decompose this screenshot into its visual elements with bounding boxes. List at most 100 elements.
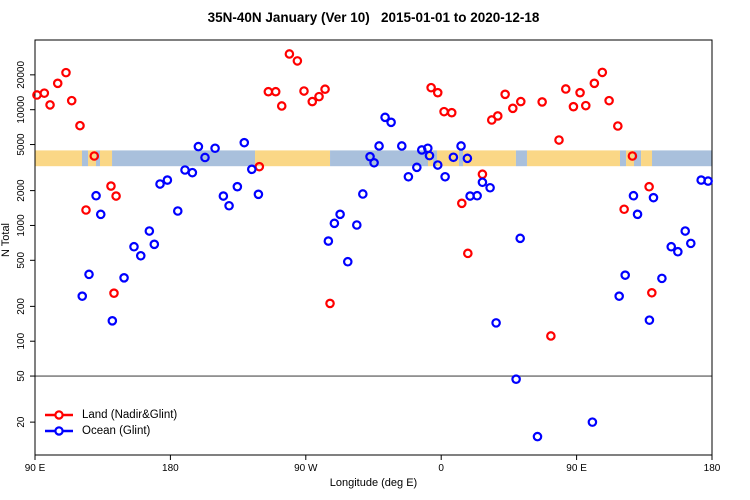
ocean-point	[532, 431, 543, 442]
land-point	[568, 101, 579, 112]
y-tick-label: 200	[16, 298, 27, 315]
ocean-point	[477, 177, 488, 188]
ocean-point	[432, 160, 443, 170]
ocean-point	[424, 150, 435, 161]
land-point	[292, 56, 303, 66]
ocean-point	[155, 179, 165, 189]
ocean-point	[172, 206, 183, 216]
ocean-point	[685, 238, 696, 249]
ocean-point	[485, 182, 495, 193]
land-point	[320, 84, 330, 95]
land-point	[39, 88, 50, 98]
y-tick-label: 500	[16, 252, 27, 269]
ocean-point	[396, 141, 407, 151]
ocean-point	[374, 141, 384, 151]
land-point	[284, 49, 295, 59]
land-point	[554, 135, 564, 145]
x-tick-label: 0	[438, 463, 444, 474]
ocean-point	[703, 176, 713, 186]
ocean-point	[358, 189, 368, 199]
land-point	[106, 181, 116, 191]
land-point	[580, 100, 591, 111]
land-point	[575, 87, 585, 98]
x-tick-label: 180	[704, 463, 721, 474]
surface-band-ocean	[459, 150, 463, 167]
ocean-point	[91, 190, 101, 201]
ocean-point	[119, 273, 129, 283]
land-point	[276, 101, 287, 111]
ocean-point	[210, 143, 220, 154]
land-point	[45, 100, 55, 110]
ocean-point	[472, 190, 482, 201]
land-point	[432, 87, 443, 98]
ocean-point	[456, 141, 466, 151]
surface-band-land	[255, 150, 331, 167]
legend-label-land: Land (Nadir&Glint)	[82, 409, 178, 421]
land-point	[589, 78, 600, 89]
land-point	[111, 191, 121, 201]
ocean-point	[352, 220, 362, 230]
surface-band-land	[641, 150, 653, 167]
surface-band-ocean	[619, 150, 627, 167]
land-point	[604, 95, 614, 106]
land-point	[515, 96, 526, 107]
ocean-point	[440, 171, 450, 182]
land-point	[508, 103, 518, 114]
land-point	[477, 169, 488, 180]
surface-band-land	[35, 150, 82, 167]
y-axis-title: N Total	[0, 222, 12, 258]
ocean-point	[335, 209, 345, 220]
surface-band-ocean	[112, 150, 256, 167]
land-point	[446, 107, 457, 118]
land-series	[32, 49, 657, 341]
ocean-point	[673, 246, 683, 257]
ocean-point	[680, 226, 691, 236]
surface-band-ocean	[330, 150, 428, 167]
land-point	[457, 198, 467, 209]
land-point	[66, 95, 77, 106]
y-tick-label: 20000	[16, 61, 27, 89]
y-tick-label: 100	[16, 332, 27, 349]
ocean-point	[587, 417, 598, 427]
y-tick-label: 10000	[16, 95, 27, 123]
surface-band-land	[462, 150, 516, 167]
y-tick-label: 2000	[16, 179, 27, 202]
ocean-point	[323, 236, 334, 246]
surface-band-ocean	[433, 150, 438, 167]
ocean-point	[620, 270, 630, 280]
land-point	[537, 97, 547, 107]
land-point	[644, 181, 654, 192]
ocean-point	[84, 269, 94, 280]
ocean-point	[107, 316, 118, 326]
ocean-point	[462, 153, 473, 164]
ocean-point	[200, 152, 210, 163]
ocean-point	[666, 241, 677, 252]
ocean-point	[515, 233, 525, 244]
ocean-point	[193, 141, 204, 152]
legend-item-ocean: Ocean (Glint)	[44, 423, 177, 439]
land-point	[89, 151, 100, 161]
ocean-point	[614, 291, 624, 301]
legend-label-ocean: Ocean (Glint)	[82, 425, 151, 437]
land-series-marker-icon	[45, 410, 73, 420]
land-point	[439, 106, 449, 117]
ocean-point	[491, 318, 501, 328]
land-point	[299, 86, 309, 96]
ocean-point	[648, 192, 659, 203]
land-point	[426, 82, 436, 93]
ocean-point	[403, 171, 414, 182]
land-point	[307, 96, 318, 107]
y-tick-label: 5000	[16, 133, 27, 156]
ocean-point	[329, 218, 340, 229]
ocean-point	[232, 181, 243, 192]
ocean-point	[129, 241, 139, 252]
land-point	[32, 90, 42, 100]
ocean-point	[342, 256, 353, 267]
ocean-series	[77, 112, 713, 442]
land-point	[61, 67, 71, 78]
ocean-point	[628, 190, 639, 201]
legend-item-land: Land (Nadir&Glint)	[44, 407, 177, 423]
plot-border	[34, 39, 713, 456]
land-point	[597, 67, 608, 78]
